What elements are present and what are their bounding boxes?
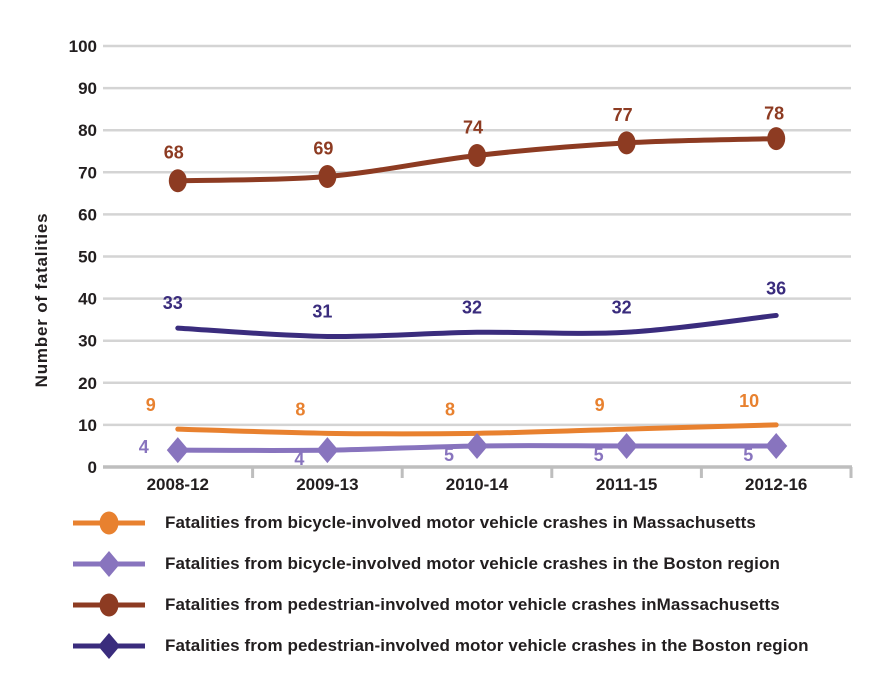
legend-diamond-icon (73, 550, 145, 577)
legend-diamond-icon (73, 632, 145, 659)
y-tick-label: 0 (88, 458, 97, 477)
data-label: 4 (139, 437, 149, 457)
y-tick-label: 10 (78, 416, 97, 435)
legend-label-bicycle-boston: Fatalities from bicycle-involved motor v… (165, 553, 780, 573)
data-label: 10 (739, 391, 759, 411)
y-tick-label: 90 (78, 79, 97, 98)
data-label: 32 (462, 297, 482, 317)
data-label: 5 (444, 445, 454, 465)
legend-item-pedestrian-boston: Fatalities from pedestrian-involved moto… (0, 625, 894, 666)
data-label: 31 (312, 301, 332, 321)
data-label: 9 (595, 395, 605, 415)
legend-item-pedestrian-massachusetts: Fatalities from pedestrian-involved moto… (0, 584, 894, 625)
data-point-marker (168, 169, 187, 193)
x-tick-label: 2010-14 (446, 475, 509, 494)
legend-label-pedestrian-boston: Fatalities from pedestrian-involved moto… (165, 635, 809, 655)
data-point-marker (316, 437, 339, 464)
series-line-0 (175, 422, 779, 437)
legend-label-bicycle-massachusetts: Fatalities from bicycle-involved motor v… (165, 512, 756, 532)
y-tick-label: 40 (78, 290, 97, 309)
data-label: 4 (294, 449, 304, 469)
data-label: 78 (764, 104, 784, 124)
y-tick-label: 80 (78, 121, 97, 140)
data-point-marker (468, 143, 486, 167)
data-label: 69 (313, 139, 333, 159)
chart-legend: Fatalities from bicycle-involved motor v… (0, 502, 894, 666)
x-tick-label: 2008-12 (147, 475, 209, 494)
legend-label-pedestrian-massachusetts: Fatalities from pedestrian-involved moto… (165, 594, 780, 614)
series-line-3 (175, 312, 779, 340)
y-tick-label: 100 (69, 37, 97, 56)
data-point-marker (466, 432, 488, 459)
legend-item-bicycle-boston: Fatalities from bicycle-involved motor v… (0, 543, 894, 584)
legend-circle-icon (73, 593, 145, 616)
data-label: 36 (766, 278, 786, 298)
data-point-marker (615, 432, 638, 459)
y-axis-title: Number of fatalities (32, 213, 51, 388)
data-point-marker (767, 127, 786, 151)
y-tick-label: 60 (78, 205, 97, 224)
data-label: 33 (163, 293, 183, 313)
data-label: 68 (164, 143, 184, 163)
data-label: 32 (612, 297, 632, 317)
data-label: 77 (613, 105, 633, 125)
data-label: 74 (463, 117, 483, 137)
legend-circle-icon (73, 511, 145, 534)
y-tick-label: 70 (78, 163, 97, 182)
x-tick-label: 2009-13 (296, 475, 358, 494)
data-label: 9 (146, 395, 156, 415)
data-label: 5 (743, 445, 753, 465)
x-tick-label: 2011-15 (596, 475, 657, 494)
fatalities-line-plot: 0 10 20 30 40 50 60 70 80 90 100 2008-12 2009-13 2010… (32, 37, 853, 494)
data-label: 8 (295, 399, 305, 419)
legend-item-bicycle-massachusetts: Fatalities from bicycle-involved motor v… (0, 502, 894, 543)
data-point-marker (318, 165, 337, 189)
data-point-marker (617, 131, 636, 155)
data-label: 5 (594, 445, 604, 465)
x-tick-label: 2012-16 (745, 475, 807, 494)
y-tick-label: 50 (78, 248, 97, 267)
y-tick-label: 20 (78, 374, 97, 393)
y-tick-label: 30 (78, 332, 97, 351)
data-point-marker (166, 437, 189, 464)
data-label: 8 (445, 399, 455, 419)
data-point-marker (765, 432, 788, 459)
